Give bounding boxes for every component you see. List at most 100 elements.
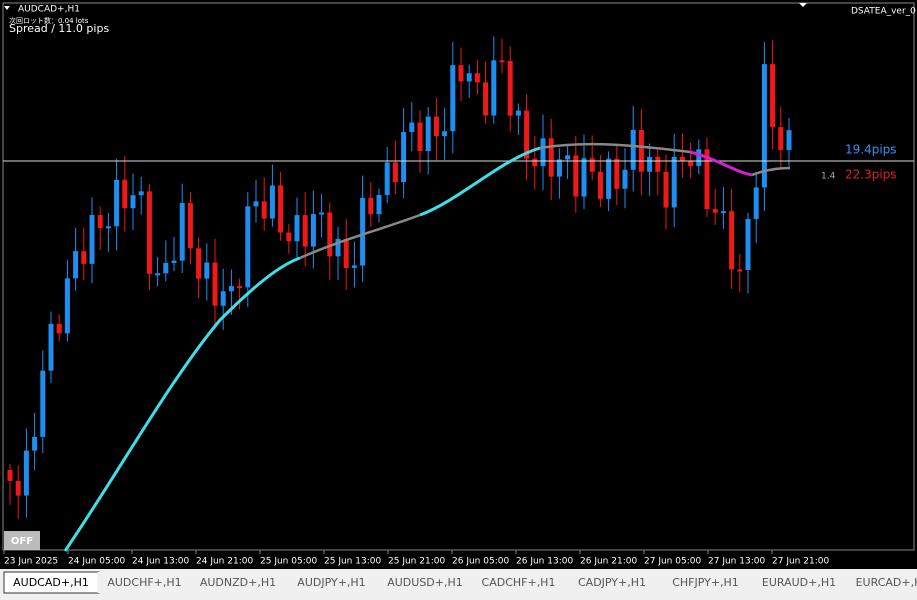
candle-body — [442, 131, 447, 136]
candle-body — [163, 263, 168, 273]
candle-body — [500, 60, 505, 62]
candle-body — [450, 65, 455, 131]
lower-pips: 22.3pips — [845, 168, 897, 182]
candle-body — [319, 212, 324, 214]
x-axis-label: 24 Jun 13:00 — [132, 557, 189, 567]
candle-body — [49, 324, 54, 371]
candle-body — [541, 138, 546, 166]
candle-body — [385, 162, 390, 195]
candle-body — [606, 159, 611, 199]
candle-body — [508, 61, 513, 116]
tab-label[interactable]: AUDJPY+,H1 — [297, 576, 365, 589]
candle-body — [81, 251, 86, 264]
candle-body — [196, 248, 201, 278]
candle-body — [286, 233, 291, 242]
candle-body — [65, 278, 70, 333]
x-axis-label: 27 Jun 13:00 — [708, 557, 765, 567]
spread-info: Spread / 11.0 pips — [9, 22, 109, 35]
candle-body — [664, 172, 669, 208]
candle-body — [180, 203, 185, 261]
candle-body — [57, 324, 62, 334]
candle-body — [491, 60, 496, 115]
x-axis-label: 26 Jun 13:00 — [516, 557, 573, 567]
x-axis-label: 25 Jun 13:00 — [324, 557, 381, 567]
x-axis-label: 27 Jun 05:00 — [644, 557, 701, 567]
tab-label[interactable]: AUDNZD+,H1 — [200, 576, 276, 589]
candle-body — [565, 155, 570, 159]
ea-name: DSATEA_ver_0 — [851, 7, 916, 17]
symbol-label: AUDCAD+,H1 — [18, 5, 80, 15]
candle-body — [409, 123, 414, 132]
tab-label[interactable]: CADJPY+,H1 — [578, 576, 646, 589]
candle-body — [229, 286, 234, 291]
tab-label[interactable]: EURCAD+,H1 — [856, 576, 917, 589]
candle-body — [295, 215, 300, 241]
candle-body — [647, 157, 652, 172]
candle-body — [573, 155, 578, 196]
candle-body — [549, 138, 554, 176]
candle-body — [278, 185, 283, 232]
candle-body — [770, 64, 775, 127]
tab-label[interactable]: AUDCAD+,H1 — [13, 576, 89, 589]
candle-body — [24, 451, 29, 496]
candle-body — [122, 180, 127, 208]
candle-body — [98, 215, 103, 228]
candle-body — [368, 198, 373, 214]
tab-label[interactable]: CHFJPY+,H1 — [672, 576, 739, 589]
candle-body — [672, 157, 677, 208]
candle-body — [344, 239, 349, 268]
candle-body — [8, 470, 13, 481]
tab-label[interactable]: EURAUD+,H1 — [762, 576, 836, 589]
candle-body — [155, 273, 160, 275]
x-axis-label: 23 Jun 2025 — [4, 557, 58, 567]
candle-body — [32, 437, 37, 451]
candle-body — [639, 130, 644, 172]
candle-body — [590, 158, 595, 172]
candle-body — [737, 269, 742, 271]
candle-body — [188, 203, 193, 248]
candle-body — [352, 266, 357, 268]
candle-body — [106, 226, 111, 228]
candle-body — [131, 195, 136, 208]
candle-body — [532, 159, 537, 166]
candle-body — [213, 263, 218, 306]
candle-body — [139, 191, 144, 195]
upper-pips: 19.4pips — [845, 143, 897, 157]
tab-label[interactable]: AUDCHF+,H1 — [107, 576, 181, 589]
candle-body — [270, 185, 275, 218]
candle-body — [623, 170, 628, 189]
candle-body — [204, 263, 209, 279]
candle-body — [729, 211, 734, 269]
candle-body — [114, 180, 119, 227]
candle-body — [467, 73, 472, 81]
candle-body — [598, 172, 603, 199]
tab-label[interactable]: CADCHF+,H1 — [482, 576, 556, 589]
candle-body — [245, 206, 250, 287]
candle-body — [557, 159, 562, 176]
candle-body — [262, 201, 267, 218]
candle-body — [516, 111, 521, 116]
chart-background — [0, 0, 917, 553]
candle-body — [787, 130, 792, 150]
candle-body — [311, 214, 316, 246]
candle-body — [475, 73, 480, 82]
candle-body — [147, 191, 152, 274]
candle-body — [631, 130, 636, 170]
x-axis-label: 27 Jun 21:00 — [772, 557, 829, 567]
candle-body — [40, 371, 45, 437]
candle-body — [393, 162, 398, 182]
tab-label[interactable]: AUDUSD+,H1 — [387, 576, 463, 589]
off-button-label[interactable]: OFF — [11, 536, 33, 547]
x-axis-label: 25 Jun 05:00 — [260, 557, 317, 567]
x-axis-label: 24 Jun 05:00 — [68, 557, 125, 567]
candle-body — [73, 251, 78, 278]
candle-body — [172, 261, 177, 263]
candle-body — [377, 195, 382, 214]
x-axis-label: 26 Jun 21:00 — [580, 557, 637, 567]
candle-body — [426, 117, 431, 151]
candle-body — [721, 211, 726, 213]
candle-body — [327, 212, 332, 256]
candle-body — [434, 117, 439, 137]
